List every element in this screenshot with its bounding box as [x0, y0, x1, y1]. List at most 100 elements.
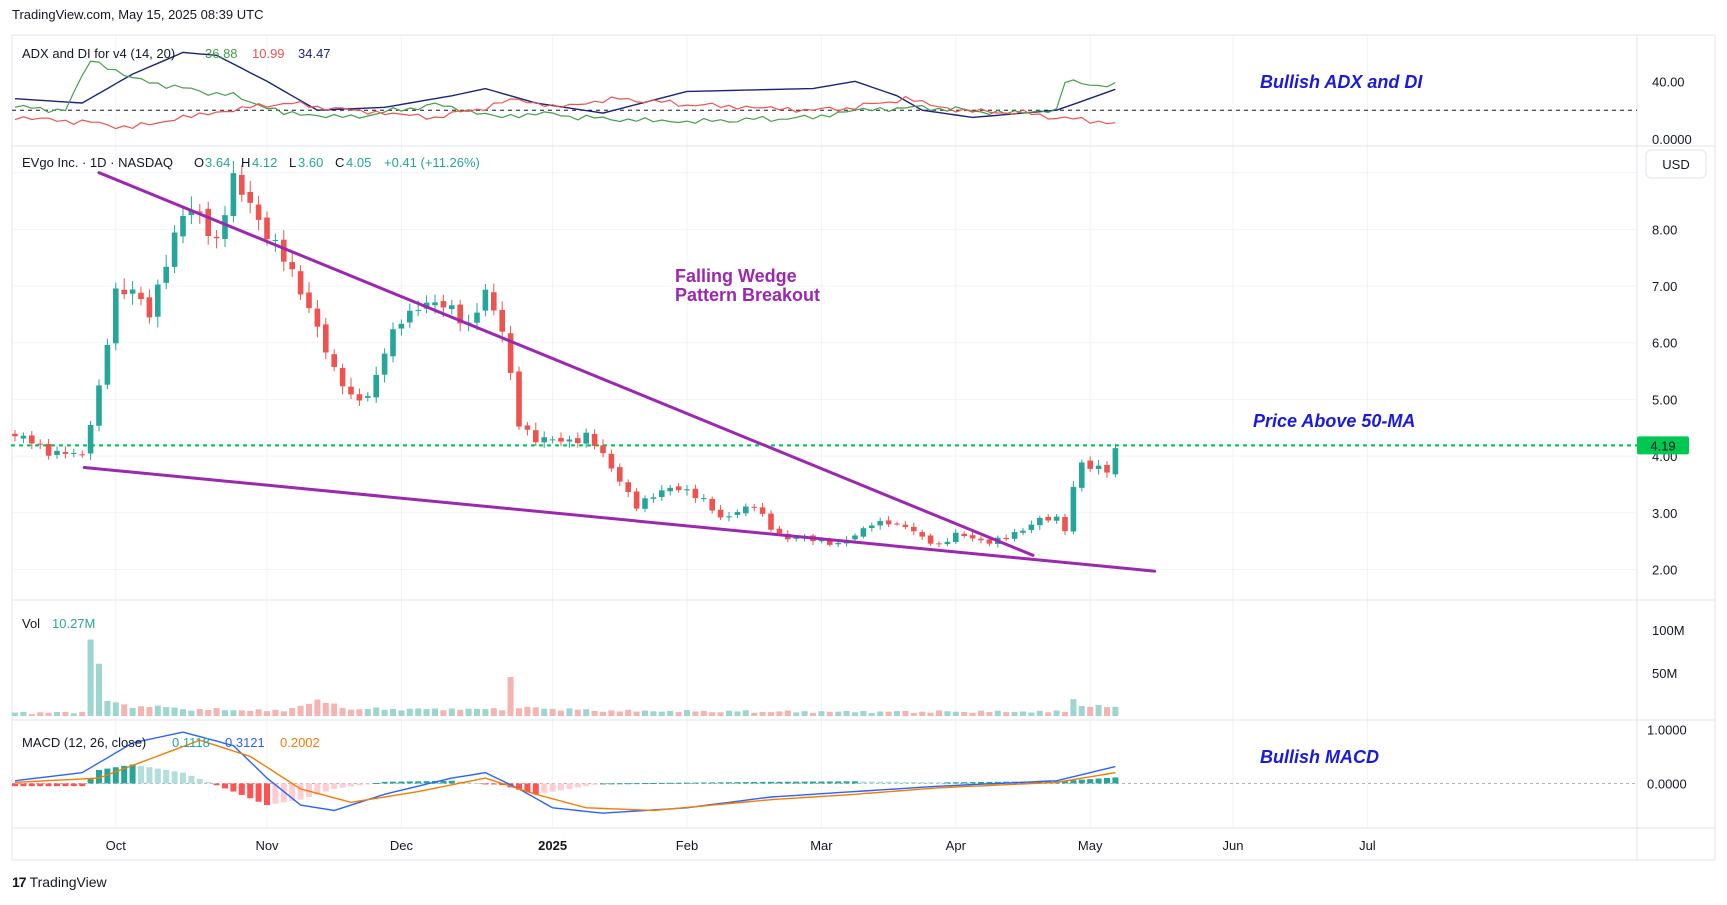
volume-bar — [306, 703, 312, 716]
volume-bar — [1104, 707, 1110, 716]
volume-bar — [79, 711, 86, 716]
candle — [297, 265, 304, 301]
volume-bar — [1003, 712, 1010, 716]
macd-histogram-bar — [12, 783, 18, 787]
candle — [457, 299, 463, 332]
macd-histogram-bar — [331, 783, 338, 789]
adx-title: ADX and DI for v4 (14, 20) — [22, 46, 175, 61]
macd-histogram-bar — [1112, 777, 1119, 784]
candle — [373, 366, 379, 403]
time-axis-label: Jul — [1359, 838, 1376, 853]
candle — [709, 496, 715, 514]
candle — [978, 536, 984, 544]
macd-histogram-bar — [801, 781, 808, 784]
time-axis-label: Nov — [255, 838, 279, 853]
macd-histogram-bar — [306, 783, 312, 797]
candle — [675, 483, 682, 493]
volume-bar — [843, 710, 850, 716]
candle — [390, 322, 396, 363]
macd-histogram-bar — [902, 781, 909, 784]
candle — [255, 196, 262, 231]
macd-value-1: 0.1118 — [172, 735, 210, 750]
macd-histogram-bar — [54, 783, 60, 787]
volume-bar — [541, 708, 548, 716]
macd-histogram-bar — [339, 783, 346, 788]
candle — [1020, 527, 1026, 536]
candle — [129, 280, 136, 305]
macd-histogram-bar — [734, 782, 741, 784]
volume-bar — [969, 712, 976, 716]
candle — [969, 531, 976, 542]
macd-histogram-bar — [381, 781, 388, 784]
volume-bar — [12, 712, 18, 716]
candle — [474, 303, 480, 331]
candle — [717, 504, 724, 521]
volume-bar — [574, 709, 581, 716]
candle — [1095, 459, 1102, 475]
candle — [314, 300, 321, 338]
volume-bar — [1028, 712, 1035, 716]
candle — [642, 495, 648, 512]
tradingview-brand: TradingView — [29, 874, 107, 890]
volume-bar — [801, 711, 808, 716]
macd-histogram-bar — [171, 771, 178, 784]
volume-bar — [348, 709, 354, 716]
candle — [869, 522, 875, 532]
macd-histogram-bar — [1070, 780, 1077, 784]
volume-bar — [726, 710, 732, 716]
volume-bar — [1095, 704, 1102, 716]
macd-histogram-bar — [684, 782, 690, 784]
time-axis-label: May — [1078, 838, 1103, 853]
candle — [356, 388, 363, 406]
volume-bar — [1036, 710, 1043, 716]
candle — [1087, 456, 1093, 472]
volume-bar — [62, 712, 69, 716]
ohlc-c-label: C — [335, 155, 344, 170]
macd-value-3: 0.2002 — [280, 735, 320, 750]
time-axis-label: Apr — [946, 838, 967, 853]
candle — [701, 494, 707, 502]
candle — [323, 317, 329, 360]
macd-histogram-bar — [986, 781, 993, 784]
volume-bar — [734, 711, 741, 716]
volume-bar — [852, 712, 858, 716]
volume-bar — [1078, 705, 1085, 716]
macd-histogram-bar — [1078, 779, 1085, 784]
volume-bar — [45, 712, 52, 716]
volume-bar — [314, 699, 321, 716]
candle — [1104, 461, 1110, 478]
time-axis[interactable]: Oct Nov Dec 2025 Feb Mar Apr May Jun Jul — [106, 838, 1376, 853]
macd-histogram-bar — [877, 781, 884, 784]
candle — [1028, 520, 1035, 534]
macd-histogram-bar — [222, 783, 228, 789]
price-axis-ticks: 9.008.007.006.005.004.003.002.00 — [12, 166, 1677, 577]
volume-bar — [96, 663, 102, 716]
macd-histogram-bar — [751, 782, 758, 784]
candle — [239, 165, 245, 202]
time-axis-label: Dec — [390, 838, 414, 853]
candle — [289, 252, 295, 277]
candle — [423, 295, 430, 314]
time-axis-label: Jun — [1223, 838, 1244, 853]
volume-bar — [138, 706, 144, 716]
candle — [684, 485, 690, 496]
volume-bar — [474, 708, 480, 716]
volume-bar — [1070, 699, 1077, 716]
macd-histogram-bar — [423, 781, 430, 784]
currency-button[interactable]: USD — [1645, 149, 1707, 179]
volume-bar — [163, 707, 170, 716]
wedge-lower-trendline — [82, 465, 1157, 573]
macd-histogram-bar — [373, 783, 380, 785]
price-pane: 9.008.007.006.005.004.003.002.00 EVgo In… — [10, 149, 1707, 577]
candle — [541, 431, 547, 448]
volume-bar — [180, 709, 186, 716]
currency-label: USD — [1662, 157, 1689, 172]
macd-histogram-bar — [70, 783, 77, 787]
candle — [759, 502, 766, 517]
volume-bar — [994, 710, 1001, 716]
ohlc-change: +0.41 (+11.26%) — [384, 155, 480, 170]
candle — [272, 233, 279, 252]
candle — [29, 430, 35, 450]
macd-bullish-note: Bullish MACD — [1260, 747, 1379, 767]
